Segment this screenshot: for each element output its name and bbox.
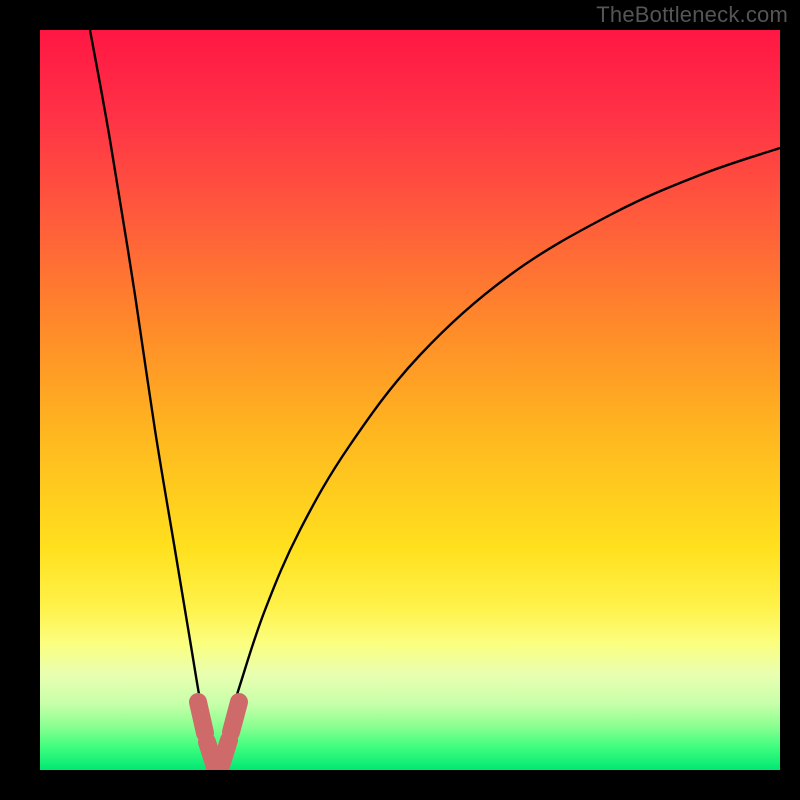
bottleneck-chart [0, 0, 800, 800]
watermark-text: TheBottleneck.com [596, 2, 788, 28]
chart-container: TheBottleneck.com [0, 0, 800, 800]
